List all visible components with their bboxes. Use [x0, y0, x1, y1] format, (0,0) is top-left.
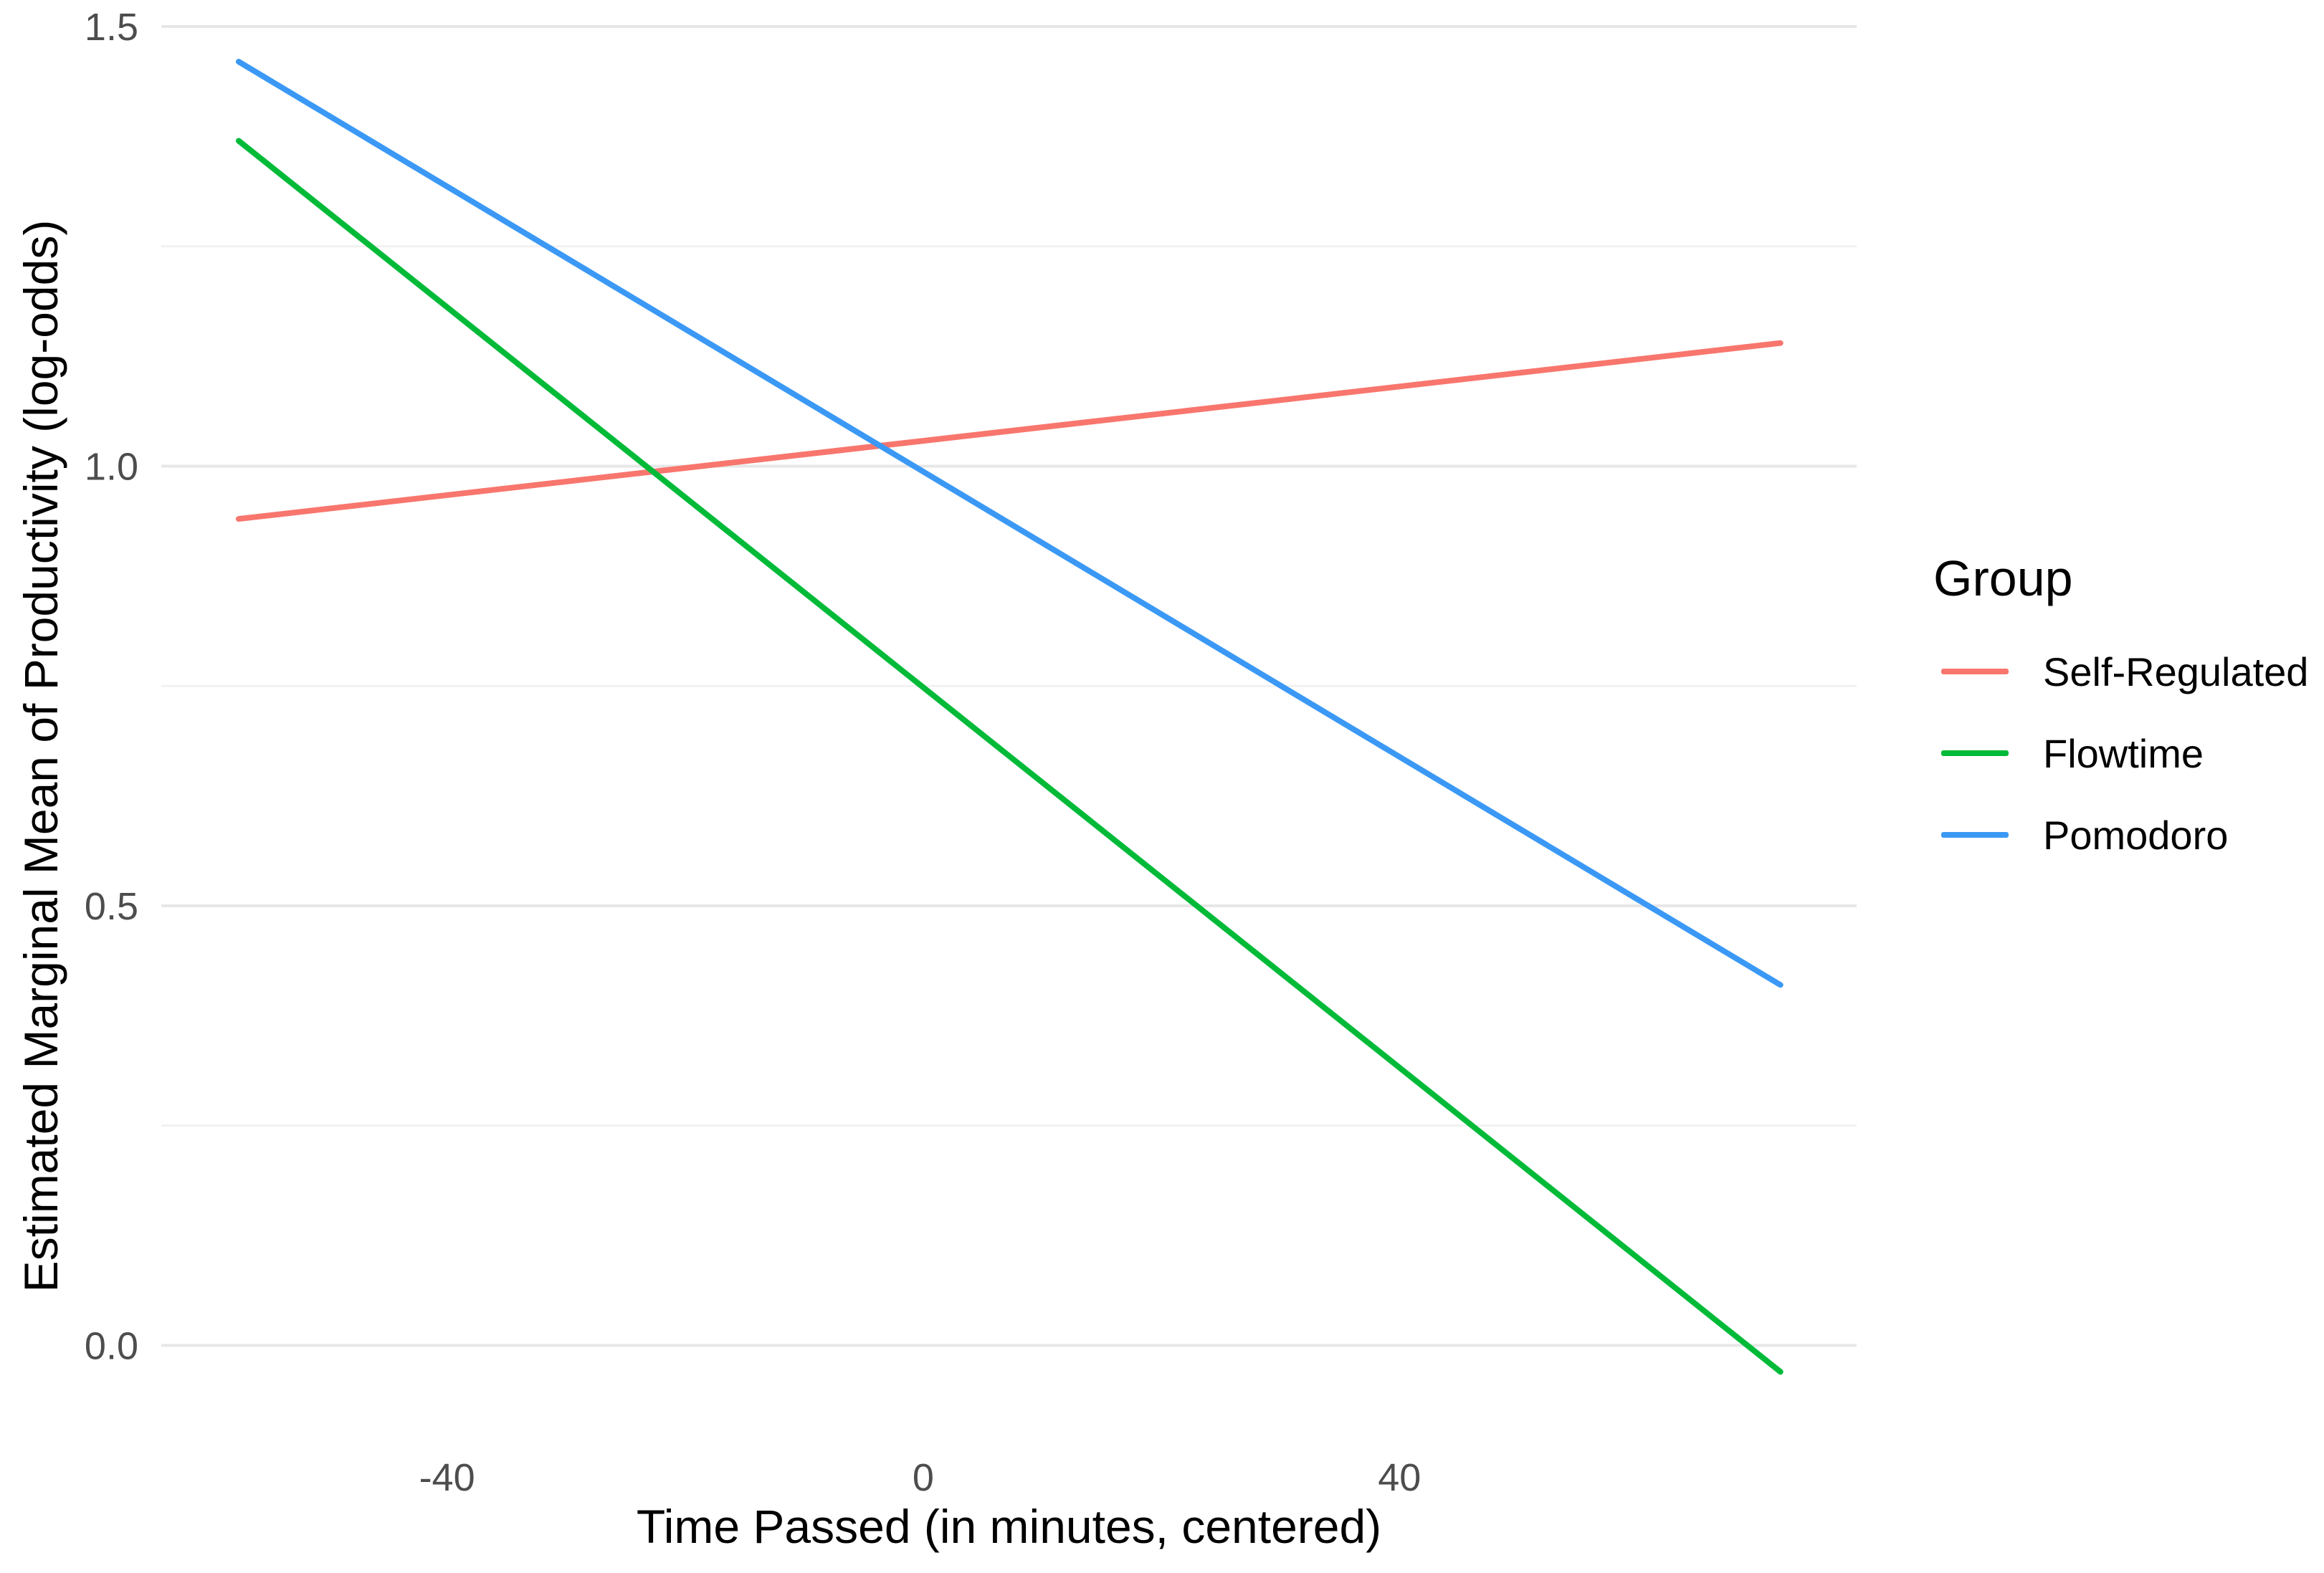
y-tick-label: 1.5 [85, 6, 138, 49]
y-tick-label: 1.0 [85, 445, 138, 488]
legend-item-pomodoro: Pomodoro [1933, 794, 2308, 876]
legend-rows: Self-Regulated Flowtime Pomodoro [1933, 631, 2308, 876]
series-line-self-regulated [235, 340, 1784, 522]
legend-title: Group [1933, 550, 2073, 606]
series-line-pomodoro [235, 59, 1784, 988]
x-axis-title: Time Passed (in minutes, centered) [636, 1500, 1382, 1553]
legend: Group Self-Regulated Flowtime Pomodoro [1933, 553, 2308, 876]
x-tick-label: -40 [419, 1456, 475, 1499]
legend-label-pomodoro: Pomodoro [2043, 812, 2229, 858]
y-tick-label: 0.0 [85, 1324, 138, 1367]
y-axis-title: Estimated Marginal Mean of Productivity … [14, 219, 67, 1293]
legend-swatch-pomodoro-line-icon [1941, 832, 2009, 838]
y-tick-label: 0.5 [85, 885, 138, 928]
series-line-flowtime [235, 138, 1784, 1375]
legend-label-flowtime: Flowtime [2043, 730, 2204, 776]
legend-item-flowtime: Flowtime [1933, 712, 2308, 794]
legend-item-self-regulated: Self-Regulated [1933, 631, 2308, 712]
legend-label-self-regulated: Self-Regulated [2043, 649, 2309, 694]
legend-swatch-self-regulated-line-icon [1941, 669, 2009, 674]
legend-swatch-flowtime-line-icon [1941, 750, 2009, 756]
x-tick-label: 0 [913, 1456, 934, 1499]
x-tick-label: 40 [1378, 1456, 1421, 1499]
